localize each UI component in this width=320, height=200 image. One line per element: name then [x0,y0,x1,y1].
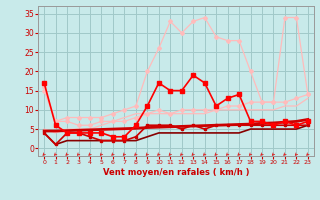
X-axis label: Vent moyen/en rafales ( km/h ): Vent moyen/en rafales ( km/h ) [103,168,249,177]
